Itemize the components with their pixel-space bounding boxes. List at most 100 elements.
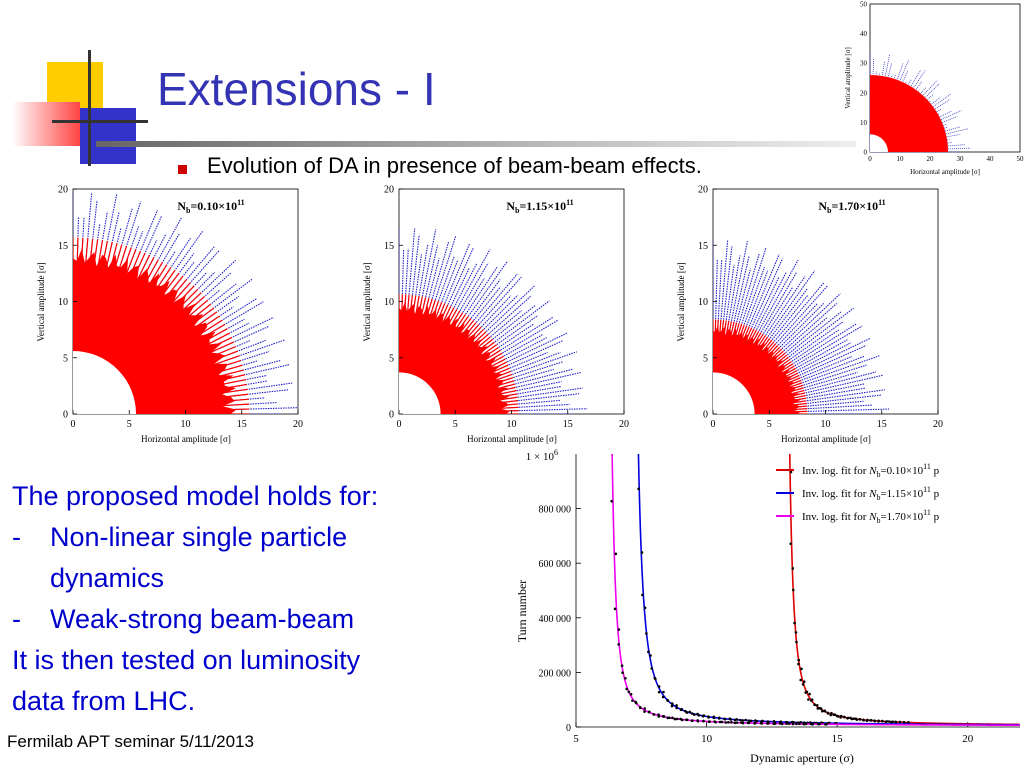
y-tick-label: 20 <box>698 185 708 196</box>
red-fringe <box>458 320 475 340</box>
tn-data-point <box>823 709 827 713</box>
red-fringe <box>745 328 755 346</box>
tn-data-point <box>798 722 801 726</box>
amplitude-ray-blue <box>73 250 220 414</box>
red-fringe <box>759 339 773 356</box>
inset-x-tick-label: 10 <box>897 155 905 163</box>
red-fringe <box>432 301 443 325</box>
tn-data-point <box>898 720 902 724</box>
tn-data-point <box>846 716 850 720</box>
tn-data-point <box>657 690 661 694</box>
tn-data-point <box>887 720 891 723</box>
chart3-annotation: Nb=1.70×1011 <box>818 198 885 215</box>
red-fringe <box>141 259 159 291</box>
tn-data-point <box>791 588 795 592</box>
red-fringe <box>752 333 764 351</box>
tn-data-point <box>789 470 793 474</box>
tn-data-point <box>818 722 821 726</box>
red-fringe <box>151 266 172 297</box>
inset-da-chart: 0 10 20 30 40 50 0 10 20 30 40 50 Horizontal amplit… <box>844 1 1024 177</box>
tn-data-point <box>749 719 753 723</box>
tn-data-point <box>877 720 880 723</box>
tn-data-point <box>629 692 633 696</box>
red-fringe <box>778 365 795 376</box>
tn-data-point <box>691 719 694 722</box>
tn-data-point <box>902 720 906 724</box>
inset-y-tick-label: 20 <box>860 89 868 97</box>
x-tick-label: 10 <box>821 419 831 430</box>
chart1-annotation: Nb=0.10×1011 <box>177 198 244 215</box>
red-fringe <box>784 382 803 390</box>
red-fringe <box>175 292 202 318</box>
red-fringe <box>739 325 748 344</box>
red-fringe <box>731 322 738 341</box>
y-tick-label: 10 <box>698 297 708 308</box>
tn-data-point <box>791 722 795 726</box>
tn-data-point <box>670 704 674 708</box>
red-fringe <box>735 323 743 342</box>
tn-data-point <box>747 719 751 722</box>
tn-data-point <box>735 721 739 724</box>
red-fringe <box>454 316 469 336</box>
tn-data-point <box>885 720 889 723</box>
red-fringe <box>758 338 771 354</box>
tn-data-point <box>675 704 678 707</box>
red-fringe <box>491 380 515 388</box>
red-fringe <box>782 377 801 386</box>
red-fringe <box>203 345 237 361</box>
red-fringe <box>490 377 514 386</box>
red-fringe <box>437 304 449 327</box>
x-tick-label: 10 <box>507 419 517 430</box>
amplitude-ray-blue <box>713 247 767 414</box>
tn-data-point <box>865 719 869 723</box>
text-line-end1: It is then tested on luminosity <box>12 645 361 675</box>
red-fringe <box>494 396 518 402</box>
red-fringe <box>741 326 750 345</box>
y-tick-label: 5 <box>63 353 68 364</box>
text-item-1-line2: dynamics <box>50 563 165 593</box>
logo-red-block <box>12 102 80 146</box>
tn-data-point <box>802 680 806 684</box>
tn-data-point <box>643 606 647 610</box>
tn-data-point <box>858 718 862 721</box>
x-tick-label: 0 <box>711 419 716 430</box>
tn-xlabel: Dynamic aperture (σ) <box>750 751 854 765</box>
red-fringe <box>430 300 440 324</box>
tn-data-point <box>675 717 679 721</box>
x-tick-label: 5 <box>453 419 458 430</box>
chart1-xlabel: Horizontal amplitude [σ] <box>141 434 231 444</box>
x-tick-label: 0 <box>397 419 402 430</box>
red-fringe <box>126 250 142 284</box>
tn-data-point <box>697 714 701 717</box>
red-fringe <box>202 341 235 357</box>
red-fringe <box>749 331 760 348</box>
amplitude-ray-blue <box>713 337 871 414</box>
tn-x-tick-label: 20 <box>962 733 974 745</box>
x-tick-label: 15 <box>237 419 247 430</box>
red-fringe <box>185 307 215 330</box>
tn-y-tick-label: 600 000 <box>539 559 572 570</box>
red-fringe <box>770 352 786 366</box>
tn-data-point <box>862 718 865 722</box>
inset-y-tick-label: 30 <box>860 60 868 68</box>
footer-text: Fermilab APT seminar 5/11/2013 <box>7 732 254 751</box>
x-tick-label: 0 <box>71 419 76 430</box>
tn-data-point <box>808 692 811 696</box>
y-tick-label: 5 <box>389 353 394 364</box>
page-title: Extensions - I <box>157 63 436 115</box>
red-fringe <box>178 296 205 320</box>
red-fringe <box>419 297 427 321</box>
tn-data-point <box>800 667 803 671</box>
tn-data-point <box>735 718 739 721</box>
red-fringe <box>160 275 184 304</box>
red-fringe <box>484 358 506 371</box>
red-fringe <box>785 387 804 394</box>
tn-data-point <box>652 713 656 716</box>
red-fringe <box>169 285 195 312</box>
tn-data-point <box>773 722 777 725</box>
x-tick-label: 20 <box>933 419 943 430</box>
tn-data-point <box>647 650 650 654</box>
red-fringe <box>425 298 433 322</box>
red-fringe <box>472 336 491 353</box>
tn-data-point <box>799 678 802 682</box>
